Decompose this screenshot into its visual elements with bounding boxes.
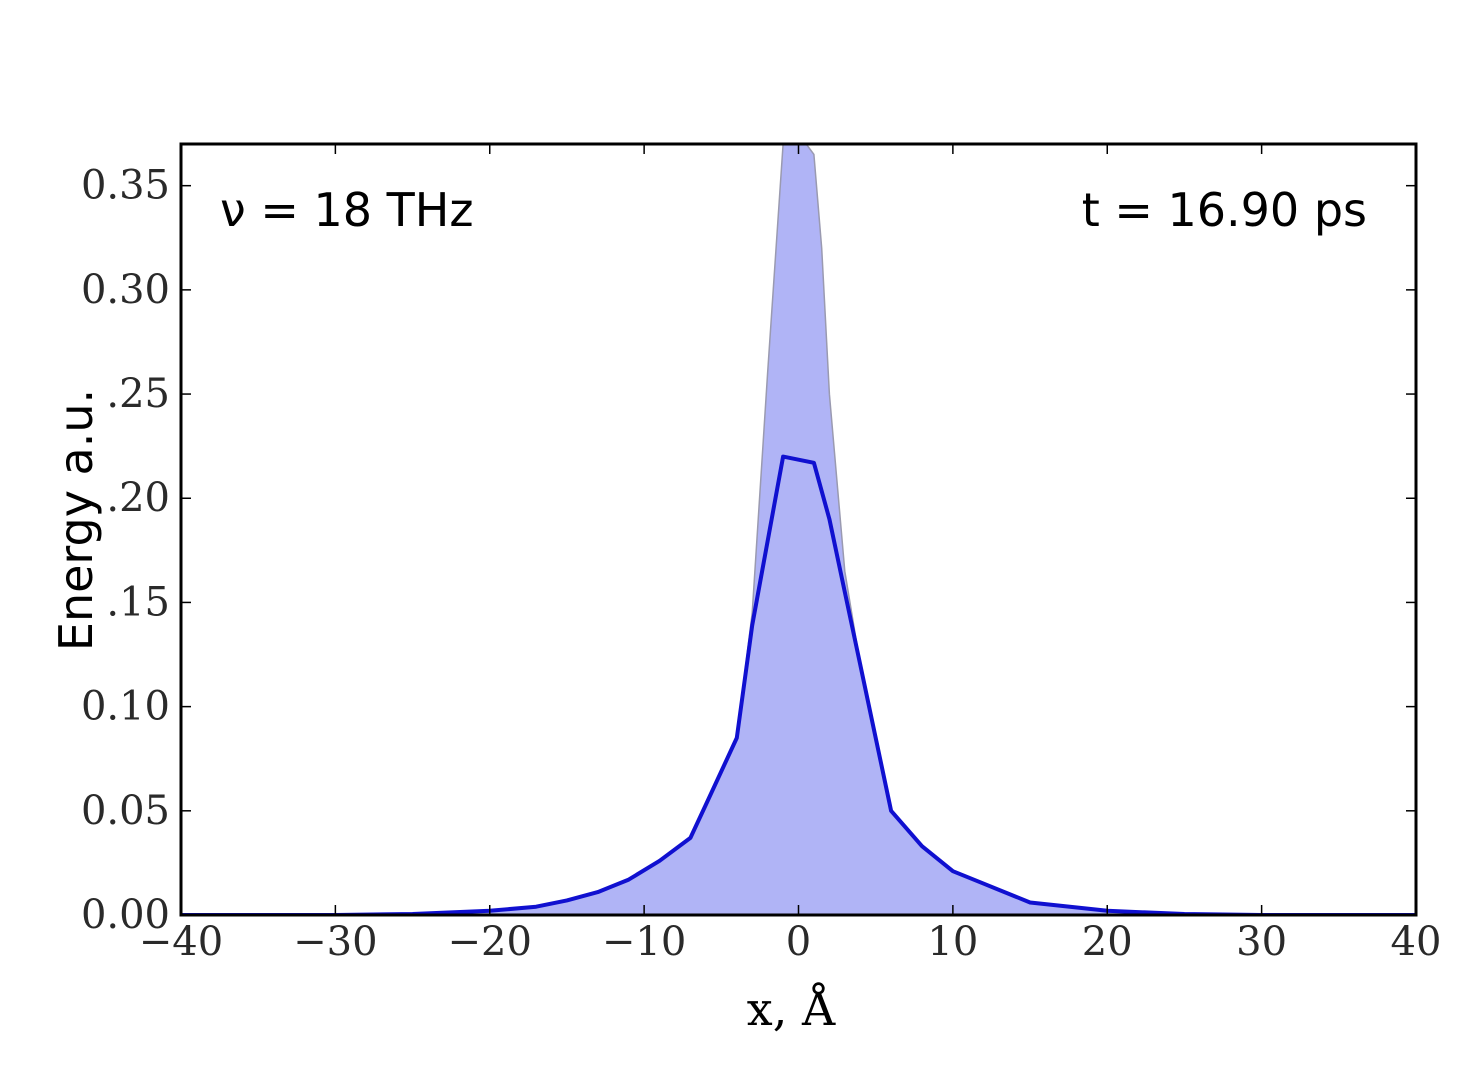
y-tick-label: 0.35 [81,163,170,209]
energy-line-path [181,454,1416,915]
energy-line [181,454,1416,915]
y-tick-label: 0.30 [81,267,170,313]
y-tick-labels: 0.000.050.100.150.200.250.300.35 [81,163,170,938]
energy-area-fill [181,144,1416,915]
x-tick-label: −40 [139,919,223,965]
x-tick-label: 20 [1082,919,1133,965]
x-tick-labels: −40 −30 −20 −10 0 10 20 30 40 [139,919,1442,965]
y-tick-label: 0.00 [81,892,170,938]
time-annotation: t = 16.90 ps [1082,183,1367,237]
x-tick-label: 0 [786,919,811,965]
x-tick-label: −10 [602,919,686,965]
frequency-annotation: ν = 18 THz [220,183,473,237]
x-tick-label: −20 [448,919,532,965]
x-tick-label: −30 [293,919,377,965]
x-tick-label: 10 [927,919,978,965]
y-tick-label: 0.05 [81,788,170,834]
energy-area-path [181,144,1416,915]
x-tick-label: 30 [1236,919,1287,965]
ylabel-backdrop [46,376,104,666]
x-tick-label: 40 [1391,919,1442,965]
y-tick-label: 0.10 [81,684,170,730]
axis-ticks [180,144,1417,916]
x-axis-label: x, Å [747,981,836,1036]
y-axis-label: Energy a.u. [49,389,103,651]
